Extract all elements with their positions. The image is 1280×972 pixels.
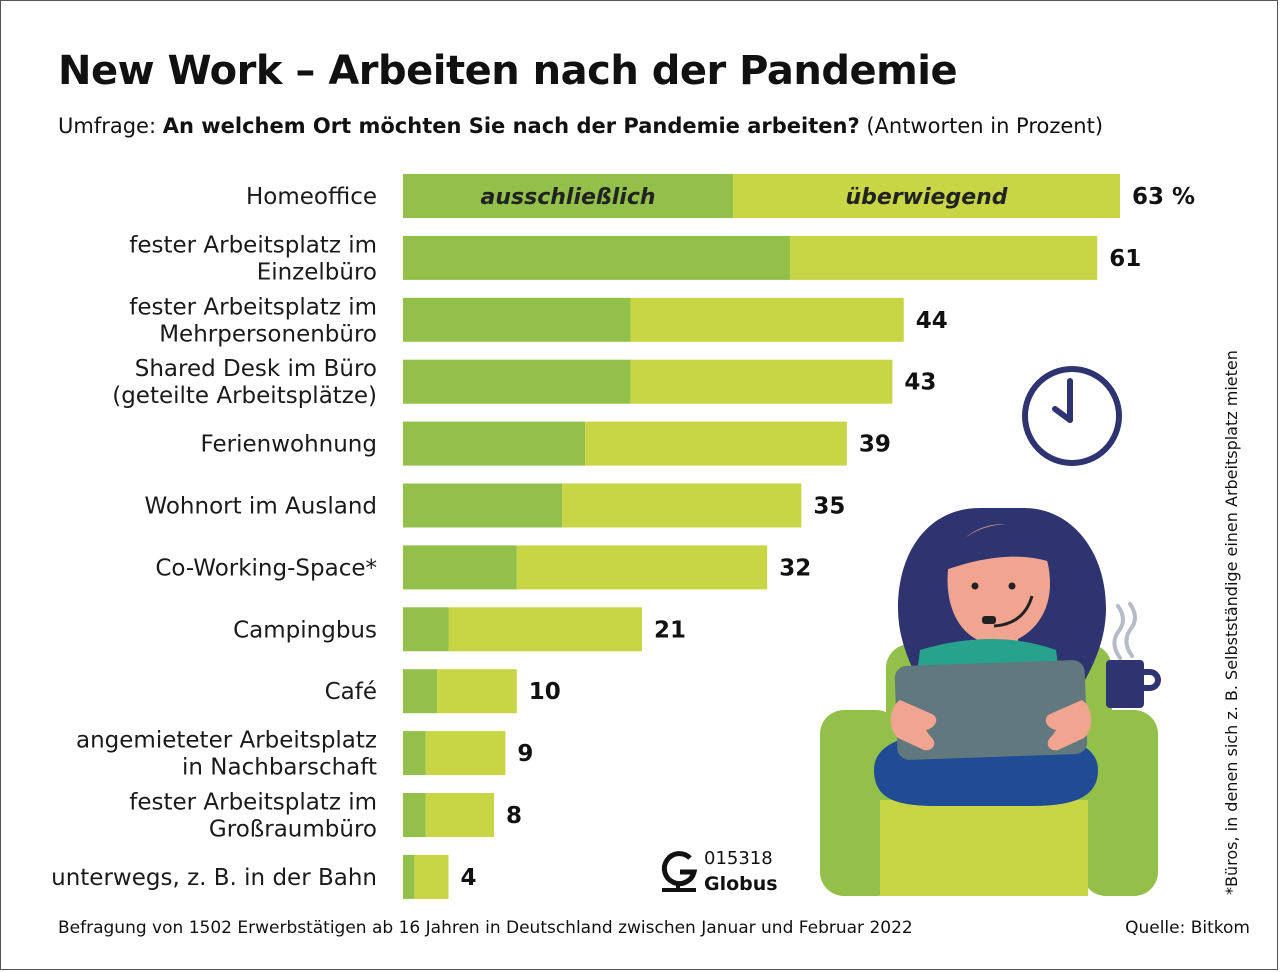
bar-segment-exclusive xyxy=(403,607,449,652)
brand-name: Globus xyxy=(704,873,778,895)
bar-segment-exclusive xyxy=(403,731,426,776)
bar-segment-exclusive xyxy=(403,483,563,528)
category-label-line: Großraumbüro xyxy=(209,817,377,843)
bar-segment-mostly xyxy=(437,669,517,714)
bar-segment-mostly xyxy=(516,545,768,590)
clock-icon xyxy=(1022,366,1122,466)
value-label: 43 xyxy=(904,370,936,396)
value-label: 4 xyxy=(461,865,477,891)
category-label: fester Arbeitsplatz im Einzelbüro xyxy=(129,232,377,285)
survey-footnote: Befragung von 1502 Erwerbstätigen ab 16 … xyxy=(58,918,913,938)
source-note: Quelle: Bitkom xyxy=(1125,918,1250,938)
category-label-line: Wohnort im Ausland xyxy=(144,494,377,520)
legend-mostly: überwiegend xyxy=(846,185,1008,210)
category-label-line: Shared Desk im Büro xyxy=(135,356,377,382)
value-label: 10 xyxy=(529,679,561,705)
value-label: 44 xyxy=(916,308,948,334)
category-label-line: fester Arbeitsplatz im xyxy=(129,294,377,320)
category-label: fester Arbeitsplatz im Mehrpersonenbüro xyxy=(129,294,377,347)
category-label: angemieteter Arbeitsplatz in Nachbarschaf… xyxy=(76,728,377,781)
bar-segment-exclusive xyxy=(403,174,734,218)
category-label: Café xyxy=(325,679,377,705)
bar-segment-exclusive xyxy=(403,545,517,590)
category-label: Campingbus xyxy=(233,617,377,643)
globus-logo-icon xyxy=(661,851,698,892)
category-label-line: Ferienwohnung xyxy=(201,432,378,458)
bar-segment-mostly xyxy=(630,359,893,404)
category-label-line: fester Arbeitsplatz im xyxy=(129,790,377,816)
category-label-line: Campingbus xyxy=(233,617,377,643)
value-label: 61 xyxy=(1109,246,1141,272)
category-label: Ferienwohnung xyxy=(201,432,378,458)
category-label-line: Mehrpersonenbüro xyxy=(159,321,377,347)
bar-segment-mostly xyxy=(585,421,847,466)
category-label: unterwegs, z. B. in der Bahn xyxy=(51,865,377,891)
bar-segment-mostly xyxy=(562,483,802,528)
category-label-line: in Nachbarschaft xyxy=(182,755,377,781)
bar-segment-mostly xyxy=(414,854,449,899)
category-label-line: Co-Working-Space* xyxy=(155,555,377,581)
subtitle-suffix: (Antworten in Prozent) xyxy=(859,114,1104,138)
value-label: 9 xyxy=(517,741,533,767)
bar-segment-exclusive xyxy=(403,854,415,899)
category-label: Shared Desk im Büro (geteilte Arbeitsplät… xyxy=(112,356,377,409)
category-label-line: Café xyxy=(325,679,377,705)
coffee-mug-icon xyxy=(1106,602,1161,708)
category-label-line: (geteilte Arbeitsplätze) xyxy=(112,383,377,409)
chart-title: New Work – Arbeiten nach der Pandemie xyxy=(58,48,958,94)
bar-segment-mostly xyxy=(789,235,1098,280)
value-label: 63 % xyxy=(1132,184,1195,210)
subtitle-prefix: Umfrage: xyxy=(58,114,163,138)
woman-figure-icon xyxy=(874,508,1106,806)
bar-segment-exclusive xyxy=(403,793,426,837)
graphic-number: 015318 xyxy=(704,848,773,869)
value-label: 8 xyxy=(506,803,522,829)
category-label-line: Homeoffice xyxy=(246,184,377,210)
bar-segment-exclusive xyxy=(403,669,438,714)
category-label: Co-Working-Space* xyxy=(155,555,377,581)
bar-segment-exclusive xyxy=(403,421,586,466)
bar-segment-mostly xyxy=(733,174,1120,218)
category-label: Wohnort im Ausland xyxy=(144,494,377,520)
category-label-line: Einzelbüro xyxy=(257,259,377,285)
category-label: Homeoffice xyxy=(246,184,377,210)
side-footnote: *Büros, in denen sich z. B. Selbstständi… xyxy=(1222,350,1241,895)
subtitle-question: An welchem Ort möchten Sie nach der Pand… xyxy=(162,114,860,138)
bar-segment-mostly xyxy=(630,297,904,342)
bar-segment-mostly xyxy=(425,793,495,837)
legend-exclusive: ausschließlich xyxy=(481,185,656,210)
value-label: 35 xyxy=(813,494,845,520)
chart-subtitle: Umfrage: An welchem Ort möchten Sie nach… xyxy=(58,114,1103,138)
value-label: 32 xyxy=(779,555,811,581)
category-label-line: angemieteter Arbeitsplatz xyxy=(76,728,377,754)
category-label: fester Arbeitsplatz im Großraumbüro xyxy=(129,790,377,843)
bar-segment-exclusive xyxy=(403,359,631,404)
bar-segment-exclusive xyxy=(403,235,790,280)
category-label-line: fester Arbeitsplatz im xyxy=(129,232,377,258)
category-label-line: unterwegs, z. B. in der Bahn xyxy=(51,865,377,891)
bar-segment-exclusive xyxy=(403,297,631,342)
bar-segment-mostly xyxy=(448,607,642,652)
bar-segment-mostly xyxy=(425,731,506,776)
value-label: 39 xyxy=(859,432,891,458)
value-label: 21 xyxy=(654,617,686,643)
